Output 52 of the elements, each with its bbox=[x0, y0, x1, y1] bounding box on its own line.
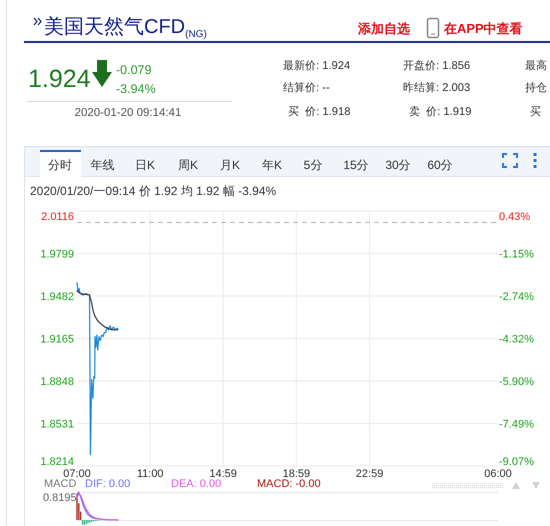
y-tick-label: 1.8531 bbox=[40, 418, 74, 430]
text: 买 bbox=[530, 106, 541, 118]
series-label: DIF: 0.00 bbox=[85, 478, 130, 490]
x-tick-label: 14:59 bbox=[209, 468, 237, 480]
y2-tick-label: -7.49% bbox=[499, 418, 534, 431]
y-tick-label: 1.8848 bbox=[40, 376, 74, 388]
text: 周K bbox=[178, 158, 198, 172]
text: -0.079 bbox=[116, 63, 152, 77]
chart-title: 美国天然气CFD$_{(NG)}$ bbox=[44, 15, 207, 40]
text: DEA: 0.00 bbox=[171, 478, 222, 490]
text: 5分 bbox=[304, 158, 322, 172]
text: 在APP中查看 bbox=[443, 21, 523, 36]
y-tick-label: 1.9799 bbox=[40, 248, 74, 260]
text: 买 价: 1.918 bbox=[288, 106, 350, 118]
text: 0.8195 bbox=[43, 492, 77, 504]
text: 年线 bbox=[90, 158, 114, 172]
text: 开盘价: 1.856 bbox=[403, 60, 470, 72]
text: 1.924 bbox=[28, 65, 91, 93]
y2-tick-label: -1.15% bbox=[499, 248, 534, 260]
x-tick-label: 07:00 bbox=[63, 468, 91, 480]
text: MACD: -0.00 bbox=[257, 478, 321, 490]
text: 2020/01/20/一09:14 价 1.92 均 1.92 幅 -3.94% bbox=[30, 184, 276, 198]
text: 60分 bbox=[427, 158, 453, 172]
text: 最新价: 1.924 bbox=[283, 59, 350, 72]
y2-tick-label: -4.32% bbox=[499, 334, 534, 346]
y2-tick-label: -2.74% bbox=[499, 291, 534, 304]
text: 分时 bbox=[48, 158, 72, 172]
text: 最高 bbox=[525, 59, 547, 72]
text: 日K bbox=[134, 158, 156, 172]
text: 昨结算: 2.003 bbox=[403, 81, 470, 94]
y2-tick-label: -9.07% bbox=[499, 456, 534, 468]
text: 30分 bbox=[385, 158, 411, 172]
y2-tick-label: 0.43% bbox=[499, 211, 530, 223]
y-tick-label: 1.8214 bbox=[40, 456, 74, 468]
x-tick-label: 11:00 bbox=[136, 468, 164, 480]
text: 15分 bbox=[343, 158, 369, 172]
y2-tick-label: -5.90% bbox=[499, 376, 534, 388]
chart-title: MACD bbox=[44, 478, 76, 490]
text: 添加自选 bbox=[357, 21, 410, 36]
text: 2020-01-20 09:14:41 bbox=[74, 107, 182, 119]
y-tick-label: 1.9482 bbox=[40, 291, 74, 303]
x-tick-label: 22:59 bbox=[356, 468, 384, 480]
y-tick-label: 2.0116 bbox=[41, 211, 74, 223]
x-tick-label: 06:00 bbox=[484, 468, 512, 480]
text: 年K bbox=[262, 158, 282, 172]
x-tick-label: 18:59 bbox=[282, 468, 310, 480]
text: 持仓 bbox=[525, 82, 547, 94]
text: -3.94% bbox=[116, 82, 156, 96]
text: 卖 价: 1.919 bbox=[409, 105, 472, 118]
text: 结算价: -- bbox=[283, 81, 330, 94]
text: 月K bbox=[220, 158, 240, 172]
y-tick-label: 1.9165 bbox=[40, 334, 74, 346]
